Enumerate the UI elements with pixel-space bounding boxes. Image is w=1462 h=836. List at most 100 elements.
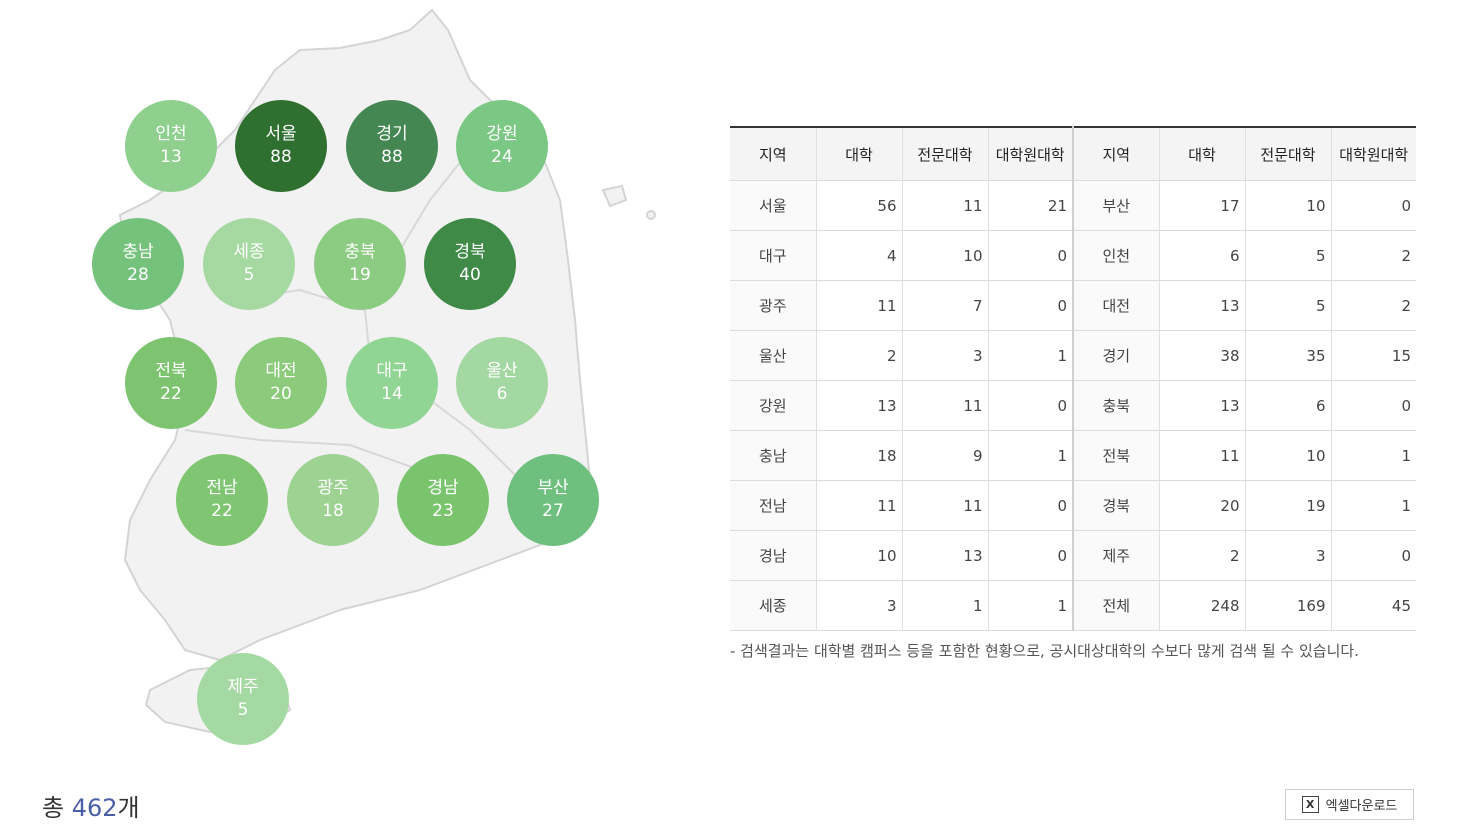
- table-row: 대구 4 10 0 인천 6 5 2: [730, 230, 1416, 281]
- total-count: 총 462개: [42, 788, 140, 823]
- region-cell: 세종: [730, 580, 817, 631]
- count-cell: 2: [1331, 230, 1416, 281]
- header-university-left: 대학: [816, 126, 903, 181]
- count-cell: 7: [902, 280, 989, 331]
- count-cell: 11: [816, 480, 903, 531]
- total-number: 462: [71, 794, 118, 822]
- count-cell: 21: [988, 180, 1074, 231]
- region-cell: 경기: [1073, 330, 1160, 381]
- region-bubble-gwangju[interactable]: 광주 18: [287, 454, 379, 546]
- count-cell: 0: [988, 230, 1074, 281]
- header-university-right: 대학: [1159, 126, 1246, 181]
- count-cell: 13: [902, 530, 989, 581]
- region-cell: 충북: [1073, 380, 1160, 431]
- count-cell: 1: [988, 430, 1074, 481]
- count-cell: 13: [816, 380, 903, 431]
- table-row: 강원 13 11 0 충북 13 6 0: [730, 380, 1416, 431]
- count-cell: 6: [1159, 230, 1246, 281]
- region-bubble-gyeonggi[interactable]: 경기 88: [346, 100, 438, 192]
- count-cell: 1: [1331, 480, 1416, 531]
- region-bubble-daegu[interactable]: 대구 14: [346, 337, 438, 429]
- count-cell: 0: [988, 530, 1074, 581]
- header-college-left: 전문대학: [902, 126, 989, 181]
- region-cell: 경남: [730, 530, 817, 581]
- count-cell: 9: [902, 430, 989, 481]
- table-row: 광주 11 7 0 대전 13 5 2: [730, 280, 1416, 331]
- header-graduate-right: 대학원대학: [1331, 126, 1416, 181]
- region-cell: 부산: [1073, 180, 1160, 231]
- count-cell: 2: [1159, 530, 1246, 581]
- count-cell: 1: [902, 580, 989, 631]
- region-bubble-gangwon[interactable]: 강원 24: [456, 100, 548, 192]
- region-cell: 경북: [1073, 480, 1160, 531]
- count-cell: 0: [1331, 530, 1416, 581]
- region-bubble-jeonnam[interactable]: 전남 22: [176, 454, 268, 546]
- table-header-row: 지역 대학 전문대학 대학원대학 지역 대학 전문대학 대학원대학: [730, 126, 1416, 181]
- count-cell: 2: [1331, 280, 1416, 331]
- region-bubble-gyeongnam[interactable]: 경남 23: [397, 454, 489, 546]
- region-bubble-chungbuk[interactable]: 충북 19: [314, 218, 406, 310]
- count-cell: 11: [902, 480, 989, 531]
- count-cell: 56: [816, 180, 903, 231]
- count-cell: 248: [1159, 580, 1246, 631]
- region-bubble-seoul[interactable]: 서울 88: [235, 100, 327, 192]
- region-bubble-busan[interactable]: 부산 27: [507, 454, 599, 546]
- table-row: 경남 10 13 0 제주 2 3 0: [730, 530, 1416, 581]
- count-cell: 13: [1159, 280, 1246, 331]
- table-row: 충남 18 9 1 전북 11 10 1: [730, 430, 1416, 481]
- table-row: 울산 2 3 1 경기 38 35 15: [730, 330, 1416, 381]
- count-cell: 169: [1245, 580, 1332, 631]
- count-cell: 1: [988, 580, 1074, 631]
- total-prefix: 총: [42, 794, 65, 822]
- count-cell: 38: [1159, 330, 1246, 381]
- header-college-right: 전문대학: [1245, 126, 1332, 181]
- region-bubble-gyeongbuk[interactable]: 경북 40: [424, 218, 516, 310]
- region-cell: 광주: [730, 280, 817, 331]
- korea-map: 인천 13 서울 88 경기 88 강원 24 충남 28 세종 5 충북 19 경북 40 전…: [0, 0, 700, 770]
- region-cell: 울산: [730, 330, 817, 381]
- count-cell: 5: [1245, 230, 1332, 281]
- count-cell: 10: [1245, 180, 1332, 231]
- region-bubble-ulsan[interactable]: 울산 6: [456, 337, 548, 429]
- count-cell: 17: [1159, 180, 1246, 231]
- header-region-left: 지역: [730, 126, 817, 181]
- region-cell: 인천: [1073, 230, 1160, 281]
- count-cell: 3: [902, 330, 989, 381]
- count-cell: 35: [1245, 330, 1332, 381]
- count-cell: 20: [1159, 480, 1246, 531]
- region-cell: 대전: [1073, 280, 1160, 331]
- region-bubble-incheon[interactable]: 인천 13: [125, 100, 217, 192]
- region-bubble-jeju[interactable]: 제주 5: [197, 653, 289, 745]
- region-cell: 전체: [1073, 580, 1160, 631]
- count-cell: 10: [1245, 430, 1332, 481]
- count-cell: 13: [1159, 380, 1246, 431]
- region-cell: 서울: [730, 180, 817, 231]
- header-region-right: 지역: [1073, 126, 1160, 181]
- region-bubble-sejong[interactable]: 세종 5: [203, 218, 295, 310]
- region-cell: 제주: [1073, 530, 1160, 581]
- region-cell: 강원: [730, 380, 817, 431]
- region-bubble-daejeon[interactable]: 대전 20: [235, 337, 327, 429]
- count-cell: 6: [1245, 380, 1332, 431]
- header-graduate-left: 대학원대학: [988, 126, 1074, 181]
- count-cell: 11: [902, 380, 989, 431]
- count-cell: 1: [1331, 430, 1416, 481]
- region-bubble-jeonbuk[interactable]: 전북 22: [125, 337, 217, 429]
- search-result-note: - 검색결과는 대학별 캠퍼스 등을 포함한 현황으로, 공시대상대학의 수보다…: [730, 642, 1359, 660]
- region-bubble-chungnam[interactable]: 충남 28: [92, 218, 184, 310]
- count-cell: 18: [816, 430, 903, 481]
- count-cell: 11: [1159, 430, 1246, 481]
- count-cell: 0: [988, 480, 1074, 531]
- count-cell: 11: [816, 280, 903, 331]
- region-cell: 충남: [730, 430, 817, 481]
- excel-download-button[interactable]: X 엑셀다운로드: [1285, 789, 1414, 820]
- excel-download-label: 엑셀다운로드: [1325, 799, 1398, 814]
- table-row: 전남 11 11 0 경북 20 19 1: [730, 480, 1416, 531]
- count-cell: 11: [902, 180, 989, 231]
- count-cell: 5: [1245, 280, 1332, 331]
- table-row: 세종 3 1 1 전체 248 169 45: [730, 580, 1416, 631]
- count-cell: 3: [816, 580, 903, 631]
- excel-x-icon: X: [1301, 796, 1319, 813]
- count-cell: 10: [816, 530, 903, 581]
- count-cell: 0: [1331, 380, 1416, 431]
